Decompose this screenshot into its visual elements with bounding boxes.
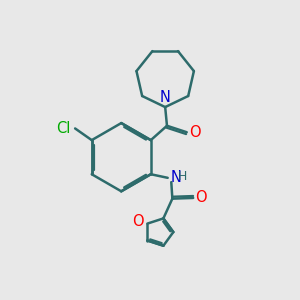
Text: O: O [189,125,200,140]
Text: O: O [132,214,144,229]
Text: H: H [177,169,187,182]
Text: N: N [160,90,171,105]
Text: N: N [170,170,181,185]
Text: Cl: Cl [56,121,71,136]
Text: O: O [195,190,207,206]
